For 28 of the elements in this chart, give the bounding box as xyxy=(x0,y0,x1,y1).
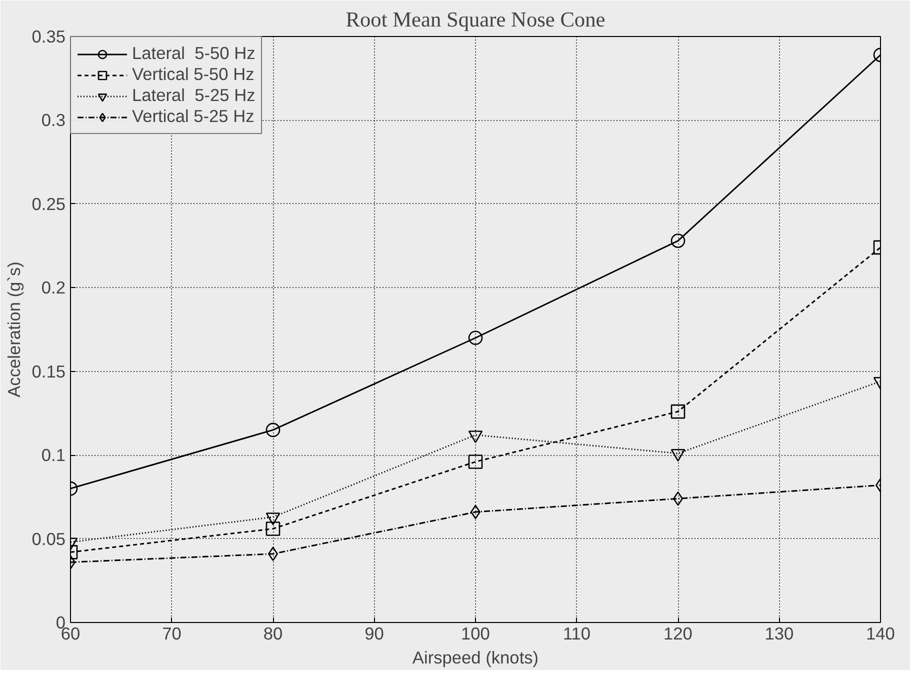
x-tick-label: 70 xyxy=(162,624,182,644)
point xyxy=(266,422,280,438)
x-tick-label: 90 xyxy=(364,624,384,644)
point xyxy=(670,234,686,248)
y-axis-title: Acceleration (g`s) xyxy=(4,262,24,398)
point xyxy=(266,522,280,536)
y-tick-label: 0.25 xyxy=(32,194,66,214)
legend-label: Lateral 5-50 Hz xyxy=(132,43,256,64)
legend-label: Vertical 5-25 Hz xyxy=(132,106,254,127)
y-tick-label: 0.05 xyxy=(32,528,66,549)
x-tick-label: 110 xyxy=(562,624,591,644)
legend-label: Vertical 5-50 Hz xyxy=(132,64,254,85)
x-tick-label: 120 xyxy=(664,624,692,644)
y-tick-label: 0.15 xyxy=(32,361,66,382)
x-tick-label: 100 xyxy=(461,624,490,644)
point xyxy=(468,454,483,469)
chart-title: Root Mean Square Nose Cone xyxy=(346,8,606,32)
x-tick-label: 80 xyxy=(263,624,283,644)
point xyxy=(670,404,686,419)
point xyxy=(468,330,483,346)
x-tick-label: 130 xyxy=(764,624,794,644)
y-tick-label: 0.35 xyxy=(32,26,66,46)
legend-label: Lateral 5-25 Hz xyxy=(132,85,256,106)
x-tick-label: 140 xyxy=(866,624,895,644)
y-tick-label: 0.3 xyxy=(41,110,66,130)
x-axis-title: Airspeed (knots) xyxy=(412,648,539,668)
y-tick-label: 0.2 xyxy=(41,278,66,298)
y-tick-label: 0.1 xyxy=(41,445,66,466)
